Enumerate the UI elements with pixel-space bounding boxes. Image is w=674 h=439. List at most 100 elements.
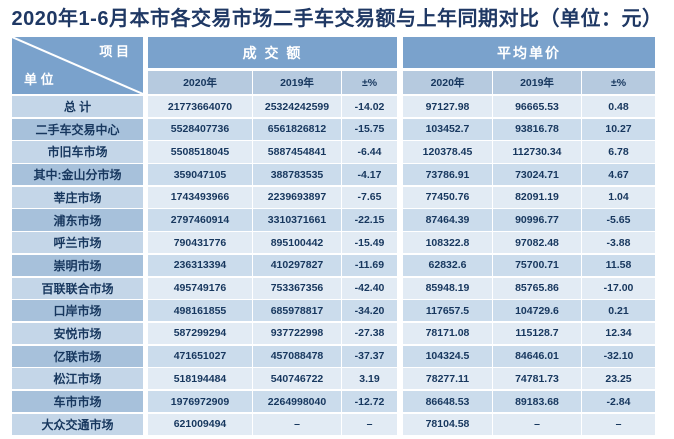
table-cell: 104324.5: [403, 345, 493, 367]
table-cell: -6.44: [342, 141, 397, 163]
table-cell: 457088478: [253, 345, 342, 367]
table-cell: -17.00: [582, 277, 655, 299]
table-cell: 117657.5: [403, 300, 493, 322]
table-cell: 895100442: [253, 232, 342, 254]
table-row: 呼兰市场 790431776 895100442 -15.49 108322.8 9708…: [12, 232, 674, 254]
table-cell: 103452.7: [403, 118, 493, 140]
table-cell: 6561826812: [253, 118, 342, 140]
table-row: 安悦市场 587299294 937722998 -27.38 78171.08 1151…: [12, 322, 674, 345]
table-cell: 1976972909: [148, 390, 253, 413]
table-cell: -3.88: [582, 232, 655, 254]
table-cell: -27.38: [342, 322, 397, 345]
row-label: 车市市场: [12, 390, 143, 413]
row-label: 二手车交易中心: [12, 118, 143, 140]
table-row: 口岸市场 498161855 685978817 -34.20 117657.5 1047…: [12, 300, 674, 322]
row-label: 口岸市场: [12, 300, 143, 322]
table-cell: 11.58: [582, 254, 655, 276]
table-cell: 236313394: [148, 254, 253, 276]
table-row: 崇明市场 236313394 410297827 -11.69 62832.6 75700…: [12, 254, 674, 276]
row-label: 总 计: [12, 96, 143, 118]
table-cell: 10.27: [582, 118, 655, 140]
table-cell: 74781.73: [493, 368, 582, 390]
table-cell: -5.65: [582, 209, 655, 231]
table-cell: 115128.7: [493, 322, 582, 345]
table-cell: 104729.6: [493, 300, 582, 322]
table-row: 市旧车市场 5508518045 5887454841 -6.44 120378.45 1…: [12, 141, 674, 163]
column-header-pct: ±%: [342, 71, 397, 94]
table-row: 浦东市场 2797460914 3310371661 -22.15 87464.39 90…: [12, 209, 674, 231]
table-cell: 12.34: [582, 322, 655, 345]
table-cell: 471651027: [148, 345, 253, 367]
table-cell: 97127.98: [403, 96, 493, 118]
column-header-2019: 2019年: [493, 71, 582, 94]
table-cell: 78171.08: [403, 322, 493, 345]
table-body: 总 计 21773664070 25324242599 -14.02 97127.98 9…: [12, 96, 674, 435]
row-label: 其中:金山分市场: [12, 164, 143, 186]
table-cell: 25324242599: [253, 96, 342, 118]
table-cell: 540746722: [253, 368, 342, 390]
table-cell: 753367356: [253, 277, 342, 299]
table-cell: 388783535: [253, 164, 342, 186]
column-header-pct: ±%: [582, 71, 655, 94]
table-cell: 97082.48: [493, 232, 582, 254]
table-cell: -37.37: [342, 345, 397, 367]
table-cell: 937722998: [253, 322, 342, 345]
row-label: 市旧车市场: [12, 141, 143, 163]
table-cell: -2.84: [582, 390, 655, 413]
row-label: 百联联合市场: [12, 277, 143, 299]
row-label: 浦东市场: [12, 209, 143, 231]
table-cell: 85948.19: [403, 277, 493, 299]
table-cell: -34.20: [342, 300, 397, 322]
diagonal-divider-line: [12, 37, 143, 94]
table-cell: 87464.39: [403, 209, 493, 231]
row-label: 大众交通市场: [12, 413, 143, 435]
table-cell: 23.25: [582, 368, 655, 390]
table-cell: 587299294: [148, 322, 253, 345]
row-label: 莘庄市场: [12, 186, 143, 208]
table-cell: -4.17: [342, 164, 397, 186]
table-cell: 2264998040: [253, 390, 342, 413]
table-cell: 410297827: [253, 254, 342, 276]
table-cell: -42.40: [342, 277, 397, 299]
row-label: 崇明市场: [12, 254, 143, 276]
table-cell: 3310371661: [253, 209, 342, 231]
table-row: 其中:金山分市场 359047105 388783535 -4.17 73786.91 7…: [12, 164, 674, 186]
table-cell: –: [253, 413, 342, 435]
table-cell: 495749176: [148, 277, 253, 299]
corner-label-unit: 单 位: [24, 72, 54, 87]
table-cell: 78104.58: [403, 413, 493, 435]
corner-label-item: 项 目: [99, 44, 129, 59]
row-label: 安悦市场: [12, 322, 143, 345]
table-row: 莘庄市场 1743493966 2239693897 -7.65 77450.76 820…: [12, 186, 674, 208]
column-header-2019: 2019年: [253, 71, 342, 94]
table-cell: -7.65: [342, 186, 397, 208]
column-group-avg-price: 平均单价: [403, 37, 655, 68]
table-cell: 4.67: [582, 164, 655, 186]
row-label: 松江市场: [12, 368, 143, 390]
table-row: 松江市场 518194484 540746722 3.19 78277.11 74781.…: [12, 368, 674, 390]
table-row: 车市市场 1976972909 2264998040 -12.72 86648.53 89…: [12, 390, 674, 413]
table-cell: 6.78: [582, 141, 655, 163]
column-header-2020: 2020年: [148, 71, 253, 94]
table-cell: 21773664070: [148, 96, 253, 118]
table-cell: 498161855: [148, 300, 253, 322]
table-cell: 93816.78: [493, 118, 582, 140]
table-cell: 5528407736: [148, 118, 253, 140]
table-cell: 2239693897: [253, 186, 342, 208]
table-header: 项 目 单 位 成 交 额 平均单价 2020年 2019年 ±% 2020年 …: [12, 37, 674, 94]
table-cell: 82091.19: [493, 186, 582, 208]
table-row: 亿联市场 471651027 457088478 -37.37 104324.5 8464…: [12, 345, 674, 367]
table-cell: 5508518045: [148, 141, 253, 163]
table-cell: 1.04: [582, 186, 655, 208]
table-row: 二手车交易中心 5528407736 6561826812 -15.75 103452.…: [12, 118, 674, 140]
table-cell: 518194484: [148, 368, 253, 390]
table-cell: 1743493966: [148, 186, 253, 208]
page-title: 2020年1-6月本市各交易市场二手车交易额与上年同期对比（单位：元）: [11, 8, 663, 30]
table-cell: 86648.53: [403, 390, 493, 413]
table-cell: -15.75: [342, 118, 397, 140]
table-cell: 73024.71: [493, 164, 582, 186]
table-cell: 3.19: [342, 368, 397, 390]
table-cell: -11.69: [342, 254, 397, 276]
table-cell: 108322.8: [403, 232, 493, 254]
